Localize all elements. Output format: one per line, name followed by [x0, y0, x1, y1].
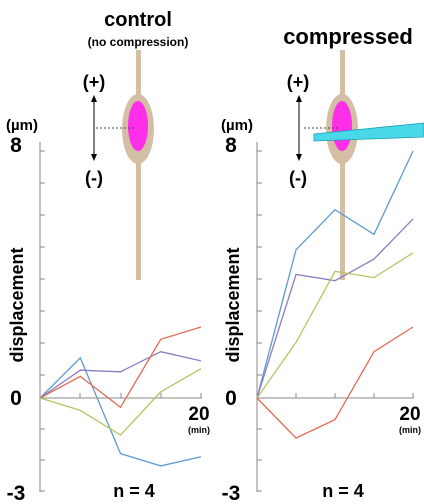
- control-ytick-0: 0: [10, 387, 22, 410]
- compressed-y-unit: (µm): [221, 117, 253, 134]
- compressed-direction-arrow: [296, 95, 302, 161]
- compressed-minus-label: (-): [289, 168, 307, 188]
- compressed-ytick-8: 8: [225, 134, 237, 157]
- control-subtitle: (no compression): [88, 35, 189, 49]
- control-title: control: [104, 9, 172, 31]
- compressed-ytick-0: 0: [225, 387, 237, 410]
- control-plus-label: (+): [83, 72, 106, 92]
- control-series-line-1: [39, 356, 202, 467]
- control-n-annotation: n = 4: [113, 481, 155, 501]
- compressed-nucleus: [332, 101, 352, 151]
- control-y-axis-label: displacement: [7, 247, 27, 362]
- compressed-x-unit: (min): [399, 425, 421, 435]
- control-x-unit: (min): [188, 425, 210, 435]
- compression-pipette: [313, 122, 424, 142]
- compressed-title: compressed: [283, 24, 413, 49]
- compressed-series-line-3: [256, 252, 414, 399]
- compressed-series-line-2: [256, 218, 414, 399]
- control-xtick-20: 20: [188, 404, 209, 425]
- control-panel: control (no compression) (+) (-) (µm) 8 …: [6, 9, 210, 504]
- control-ytick-8: 8: [10, 134, 22, 157]
- control-minus-label: (-): [85, 168, 103, 188]
- compressed-xtick-20: 20: [399, 404, 420, 425]
- control-y-ticks: [40, 150, 45, 492]
- compressed-series-group: [256, 150, 414, 439]
- compressed-cell-illustration: [304, 50, 424, 280]
- compressed-y-axis-label: displacement: [223, 247, 243, 362]
- control-direction-arrow: [91, 95, 97, 161]
- compressed-plus-label: (+): [287, 72, 310, 92]
- compressed-panel: compressed (+) (-) (µm) 8 0 -3 displacem…: [221, 24, 424, 504]
- control-cell-illustration: [96, 50, 154, 280]
- control-neurite: [136, 50, 141, 280]
- compressed-neurite: [340, 50, 345, 280]
- compressed-ytick-minus3: -3: [222, 482, 241, 504]
- control-nucleus: [128, 101, 148, 151]
- control-ytick-minus3: -3: [7, 482, 26, 504]
- compressed-y-ticks: [257, 150, 262, 492]
- control-series-line-3: [39, 326, 202, 409]
- control-x-ticks: [79, 393, 202, 398]
- compressed-series-line-1: [256, 150, 414, 399]
- compressed-n-annotation: n = 4: [322, 481, 364, 501]
- control-series-group: [39, 326, 202, 467]
- control-series-line-2: [39, 351, 202, 399]
- control-series-line-4: [39, 368, 202, 436]
- compressed-x-ticks: [295, 393, 414, 398]
- control-y-unit: (µm): [6, 117, 38, 134]
- compressed-series-line-4: [256, 326, 414, 439]
